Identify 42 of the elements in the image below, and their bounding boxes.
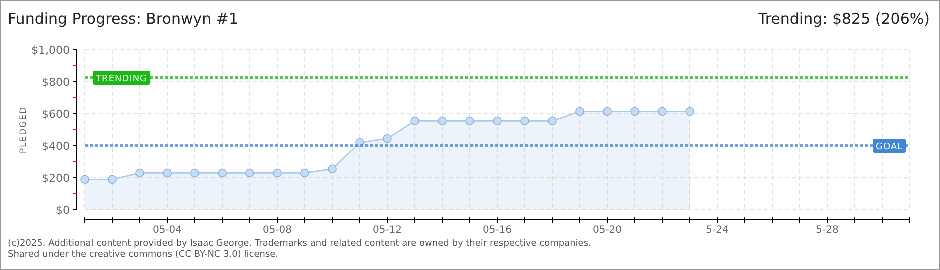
point xyxy=(410,116,420,126)
point xyxy=(163,168,172,178)
ref-line-label: GOAL xyxy=(876,142,904,152)
point xyxy=(328,164,337,174)
point xyxy=(246,168,254,178)
point xyxy=(300,168,310,178)
point xyxy=(190,168,200,178)
y-tick-label: $400 xyxy=(42,140,70,153)
text: (c)2025. Additional content provided by Isaac George. Trademarks and related content are owned by their respective companies. xyxy=(8,239,592,249)
point xyxy=(438,116,447,126)
x-tick-label: 5-28 xyxy=(816,225,839,236)
point xyxy=(383,134,392,144)
x-tick-label: 05-04 xyxy=(152,225,182,236)
y-tick-label: $800 xyxy=(42,76,70,89)
y-tick-label: $600 xyxy=(42,108,70,121)
point xyxy=(218,168,227,178)
point xyxy=(108,175,117,184)
point xyxy=(548,116,557,126)
x-tick-label: 05-08 xyxy=(262,225,292,236)
x-tick-label: 05-16 xyxy=(482,225,512,236)
point xyxy=(603,107,612,116)
point xyxy=(136,168,144,178)
point xyxy=(576,107,584,116)
ref-line-label: TRENDING xyxy=(95,74,148,84)
chart-title: Funding Progress: Bronwyn #1 xyxy=(8,10,238,28)
point xyxy=(80,175,90,184)
x-tick-label: 05-12 xyxy=(372,225,402,236)
x-tick-label: 5-24 xyxy=(706,225,729,236)
point xyxy=(493,116,502,126)
point xyxy=(658,107,667,116)
text: Shared under the creative commons (CC BY-NC 3.0) license. xyxy=(8,250,279,260)
point xyxy=(686,107,694,116)
point xyxy=(630,107,640,116)
chart-subtitle: Trending: $825 (206%) xyxy=(757,10,930,28)
point xyxy=(273,168,282,178)
point xyxy=(466,116,474,126)
y-axis-title: PLEDGED xyxy=(19,106,29,154)
y-tick-label: $1,000 xyxy=(32,44,70,57)
y-tick-label: $0 xyxy=(56,204,70,217)
point xyxy=(520,116,530,126)
y-tick-label: $200 xyxy=(42,172,70,185)
x-tick-label: 05-20 xyxy=(592,225,622,236)
